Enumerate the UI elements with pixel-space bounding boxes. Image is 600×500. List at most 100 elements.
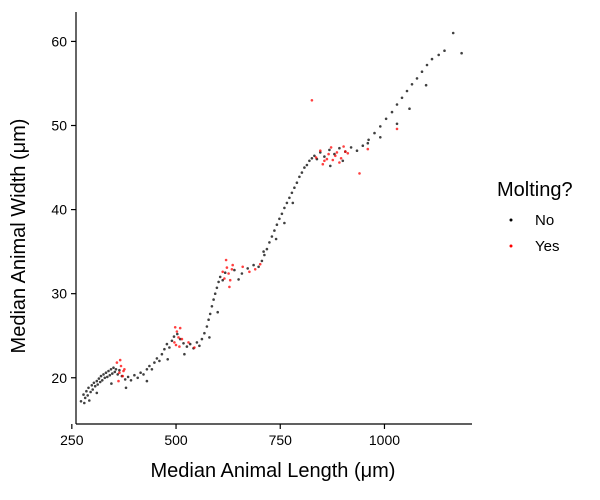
data-point xyxy=(93,384,97,388)
series-no xyxy=(79,31,463,405)
data-point xyxy=(280,212,284,216)
data-point xyxy=(122,369,125,373)
data-point xyxy=(178,345,181,348)
data-point xyxy=(230,268,234,271)
data-point xyxy=(451,31,455,35)
data-point xyxy=(246,267,249,270)
data-point xyxy=(175,330,179,333)
data-point xyxy=(240,272,244,275)
data-point xyxy=(119,364,123,368)
data-point xyxy=(136,376,139,380)
data-point xyxy=(223,277,226,280)
data-point xyxy=(170,339,174,343)
data-point xyxy=(329,146,333,149)
data-point xyxy=(133,373,136,377)
data-point xyxy=(116,373,119,376)
data-point xyxy=(213,292,217,296)
data-point xyxy=(168,346,171,349)
data-point xyxy=(227,272,230,275)
data-point xyxy=(98,380,102,384)
x-tick-label: 1000 xyxy=(369,432,400,448)
data-point xyxy=(323,155,326,158)
data-point xyxy=(443,49,446,52)
data-point xyxy=(228,285,231,289)
data-point xyxy=(142,373,145,376)
data-point xyxy=(158,359,161,363)
data-point xyxy=(327,152,330,156)
data-point xyxy=(408,107,411,110)
data-point xyxy=(395,122,399,126)
data-point xyxy=(339,157,343,160)
data-point xyxy=(148,364,151,368)
data-point xyxy=(160,352,164,356)
y-axis-title: Median Animal Width (μm) xyxy=(8,119,30,354)
data-point xyxy=(172,335,176,338)
x-tick-label: 250 xyxy=(60,432,84,448)
legend-entries: No Yes xyxy=(509,212,559,255)
data-point xyxy=(355,149,359,152)
data-point xyxy=(113,370,117,374)
data-point xyxy=(379,125,382,128)
x-tick-label: 750 xyxy=(269,432,293,448)
data-point xyxy=(342,145,345,148)
data-point xyxy=(366,141,370,145)
data-point xyxy=(341,159,345,163)
data-point xyxy=(173,326,177,329)
data-point xyxy=(198,344,201,348)
data-point xyxy=(153,361,156,364)
data-point xyxy=(86,394,89,397)
data-point xyxy=(115,361,119,364)
data-point xyxy=(150,368,154,371)
data-point xyxy=(379,136,382,139)
data-point xyxy=(208,336,211,339)
data-point xyxy=(283,206,286,210)
y-tick-label: 60 xyxy=(51,33,67,49)
data-point xyxy=(109,368,113,371)
data-point xyxy=(221,270,224,274)
data-point xyxy=(177,336,180,339)
data-point xyxy=(274,237,278,241)
data-point xyxy=(437,53,441,57)
data-point xyxy=(104,371,108,375)
data-point xyxy=(210,305,214,308)
data-point xyxy=(83,401,86,405)
data-point xyxy=(303,166,306,169)
data-point xyxy=(288,196,291,200)
data-point xyxy=(265,247,269,251)
data-point xyxy=(300,171,304,174)
data-point xyxy=(305,163,309,167)
data-point xyxy=(344,150,347,153)
data-point xyxy=(295,181,299,184)
data-point xyxy=(248,270,251,274)
legend-label: Yes xyxy=(535,238,559,255)
data-point xyxy=(410,83,414,86)
y-axis-ticks: 20 30 40 50 60 xyxy=(51,33,76,386)
data-point xyxy=(268,241,271,244)
data-point xyxy=(117,379,120,383)
data-point xyxy=(425,63,429,67)
data-point xyxy=(139,371,142,375)
data-point xyxy=(293,186,296,189)
data-point xyxy=(218,275,222,279)
data-point xyxy=(96,383,99,386)
data-point xyxy=(278,217,281,221)
data-point xyxy=(460,51,463,55)
data-point xyxy=(108,373,112,377)
data-point xyxy=(163,347,166,351)
data-point xyxy=(165,342,169,346)
data-point xyxy=(155,357,159,360)
data-point xyxy=(187,341,190,344)
data-point xyxy=(400,96,404,100)
data-point xyxy=(193,346,196,349)
data-point xyxy=(215,286,219,290)
y-tick-label: 50 xyxy=(51,118,67,134)
data-point xyxy=(231,263,234,267)
data-point xyxy=(331,158,335,162)
data-point xyxy=(310,157,314,160)
data-point xyxy=(103,376,107,380)
data-point xyxy=(273,229,276,232)
data-point xyxy=(258,262,262,266)
data-point xyxy=(224,258,228,262)
data-point xyxy=(285,201,289,205)
